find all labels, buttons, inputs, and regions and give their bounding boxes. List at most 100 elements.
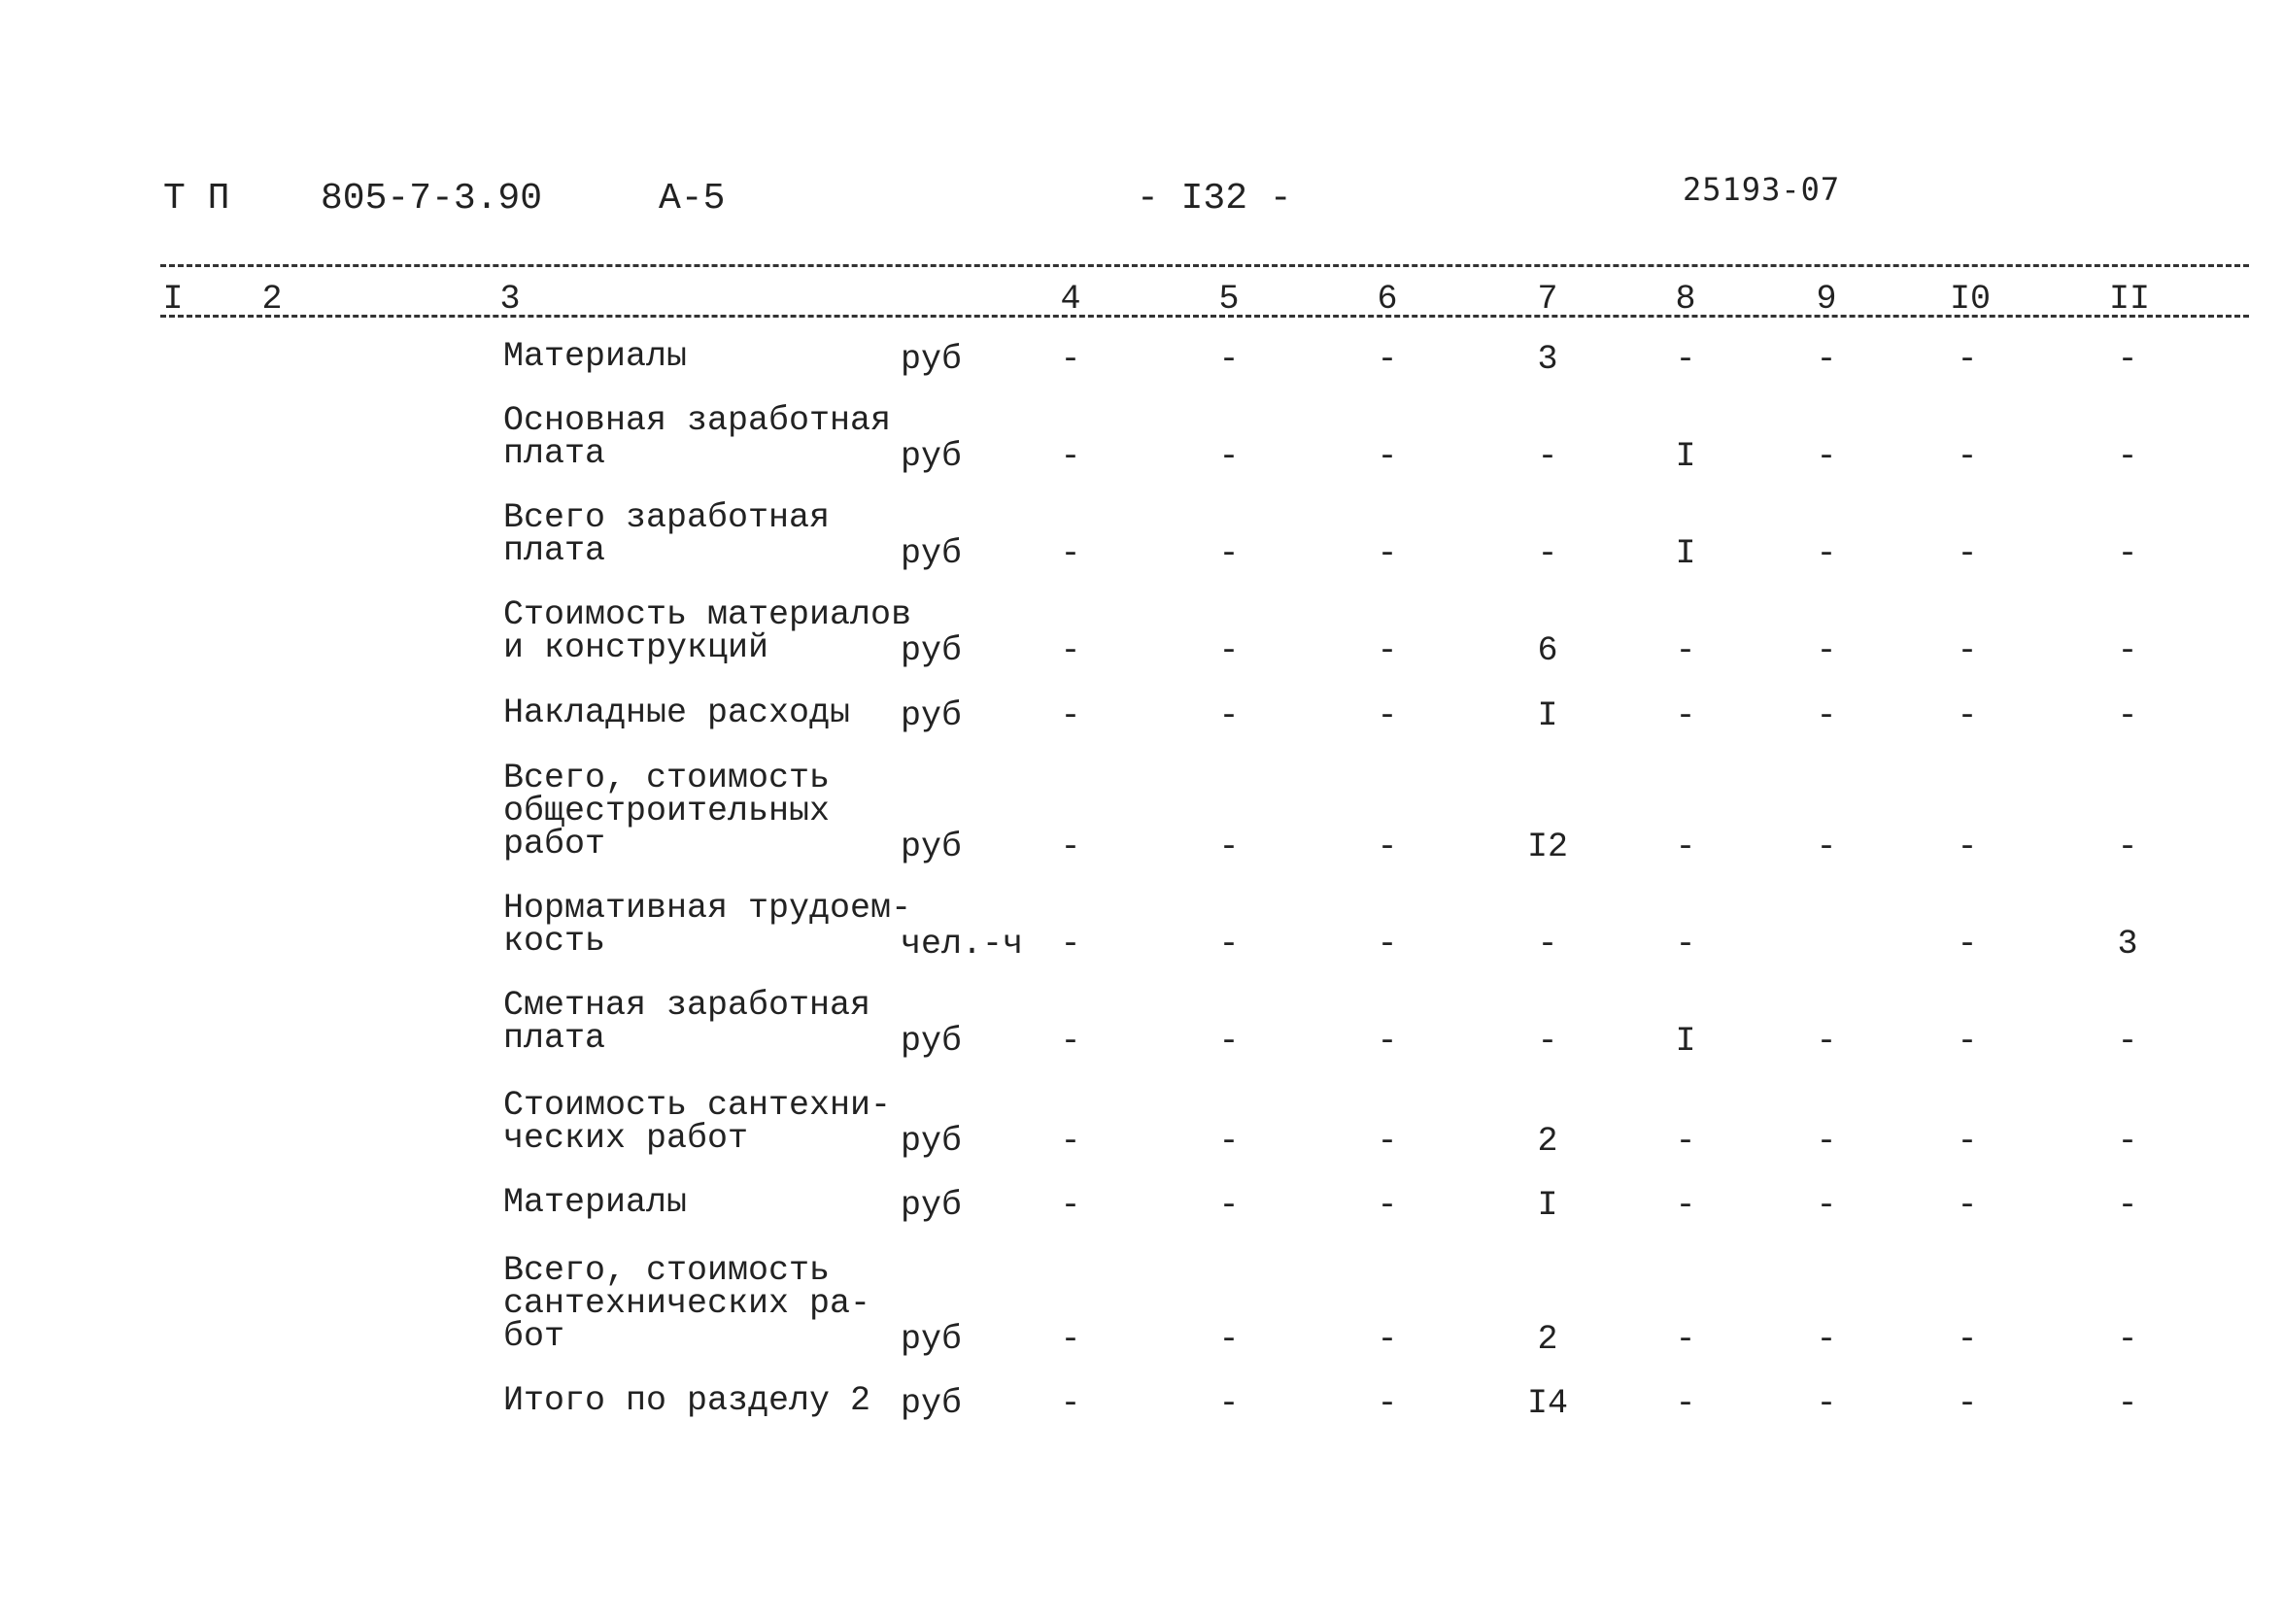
cell-value: - <box>2117 534 2138 573</box>
column-number: 4 <box>1060 280 1081 319</box>
cell-value: - <box>1816 1186 1837 1225</box>
row-label: Стоимость материалов <box>503 595 912 634</box>
cell-value: - <box>1957 925 1978 964</box>
cell-value: I <box>1675 1022 1696 1061</box>
row-unit: руб <box>901 1384 963 1423</box>
document-code: 805-7-3.90 <box>321 178 543 220</box>
row-unit: руб <box>901 534 963 573</box>
row-unit: руб <box>901 1122 963 1161</box>
cell-value: I <box>1537 1186 1558 1225</box>
row-label: Основная заработная <box>503 401 892 440</box>
cell-value: - <box>1537 534 1558 573</box>
cell-value: - <box>1218 1186 1240 1225</box>
cell-value: - <box>1377 534 1398 573</box>
row-label: Накладные расходы <box>503 694 851 732</box>
cell-value: - <box>1218 534 1240 573</box>
cell-value: - <box>1675 828 1696 866</box>
cell-value: - <box>2117 340 2138 379</box>
cell-value: - <box>1957 631 1978 670</box>
cell-value: - <box>2117 828 2138 866</box>
column-number: 6 <box>1377 280 1398 319</box>
cell-value: - <box>1675 631 1696 670</box>
row-label: работ <box>503 825 606 863</box>
cell-value: - <box>1060 437 1081 476</box>
document-series: Т П <box>163 178 230 220</box>
cell-value: - <box>1060 1186 1081 1225</box>
cell-value: I <box>1537 696 1558 735</box>
cell-value: - <box>1218 1022 1240 1061</box>
cell-value: - <box>1816 631 1837 670</box>
row-label: бот <box>503 1317 565 1356</box>
row-unit: руб <box>901 696 963 735</box>
cell-value: - <box>1218 1320 1240 1359</box>
row-label: общестроительных <box>503 792 831 830</box>
cell-value: 6 <box>1537 631 1558 670</box>
row-label: Стоимость сантехни- <box>503 1086 892 1125</box>
cell-value: - <box>1957 1022 1978 1061</box>
column-number: 2 <box>261 280 283 319</box>
cell-value: - <box>2117 1384 2138 1423</box>
cell-value: - <box>1377 1022 1398 1061</box>
cell-value: - <box>1377 437 1398 476</box>
cell-value: - <box>1377 340 1398 379</box>
cell-value: - <box>1218 1122 1240 1161</box>
column-number: I0 <box>1949 280 1992 319</box>
cell-value: - <box>1675 1320 1696 1359</box>
cell-value: - <box>1816 1122 1837 1161</box>
cell-value: 3 <box>1537 340 1558 379</box>
row-unit: руб <box>901 828 963 866</box>
cell-value: - <box>1675 1122 1696 1161</box>
column-number: I <box>162 280 184 319</box>
cell-value: - <box>1218 1384 1240 1423</box>
cell-value: - <box>1060 696 1081 735</box>
row-label: Всего, стоимость <box>503 1251 831 1290</box>
cell-value: - <box>2117 1122 2138 1161</box>
cell-value: - <box>1218 631 1240 670</box>
cell-value: - <box>1957 1122 1978 1161</box>
album-number: А-5 <box>659 178 726 220</box>
row-label: кость <box>503 922 606 961</box>
row-label: плата <box>503 434 606 473</box>
cell-value: - <box>1218 696 1240 735</box>
cell-value: I <box>1675 534 1696 573</box>
cell-value: - <box>2117 437 2138 476</box>
cell-value: - <box>1816 437 1837 476</box>
cell-value: - <box>1816 340 1837 379</box>
table-top-rule <box>160 264 2249 267</box>
row-unit: руб <box>901 1022 963 1061</box>
cell-value: 2 <box>1537 1122 1558 1161</box>
cell-value: - <box>1377 631 1398 670</box>
cell-value: - <box>1377 1122 1398 1161</box>
cell-value: - <box>1675 1384 1696 1423</box>
row-label: и конструкций <box>503 628 769 667</box>
cell-value: - <box>1816 828 1837 866</box>
column-number: II <box>2108 280 2151 319</box>
cell-value: - <box>1957 534 1978 573</box>
column-number: 5 <box>1218 280 1240 319</box>
cell-value: - <box>1377 828 1398 866</box>
cell-value: - <box>1060 1122 1081 1161</box>
cell-value: - <box>1816 534 1837 573</box>
cell-value: - <box>1957 828 1978 866</box>
row-label: Материалы <box>503 1183 688 1222</box>
cell-value: - <box>1816 1022 1837 1061</box>
cell-value: - <box>1218 828 1240 866</box>
cell-value: - <box>1377 925 1398 964</box>
cell-value: - <box>1060 1320 1081 1359</box>
cell-value: - <box>1377 1320 1398 1359</box>
row-label: Материалы <box>503 337 688 376</box>
cell-value: - <box>1675 340 1696 379</box>
cell-value: - <box>1675 696 1696 735</box>
row-label: сантехнических ра- <box>503 1284 871 1323</box>
cell-value: - <box>1816 1384 1837 1423</box>
column-header-rule <box>160 315 2249 318</box>
row-label: Всего заработная <box>503 498 831 537</box>
cell-value: - <box>1060 828 1081 866</box>
row-unit: руб <box>901 631 963 670</box>
cell-value: - <box>1537 925 1558 964</box>
cell-value: - <box>1060 534 1081 573</box>
cell-value: - <box>1060 1022 1081 1061</box>
cell-value: - <box>1957 437 1978 476</box>
row-label: Всего, стоимость <box>503 759 831 797</box>
cell-value: - <box>2117 1320 2138 1359</box>
